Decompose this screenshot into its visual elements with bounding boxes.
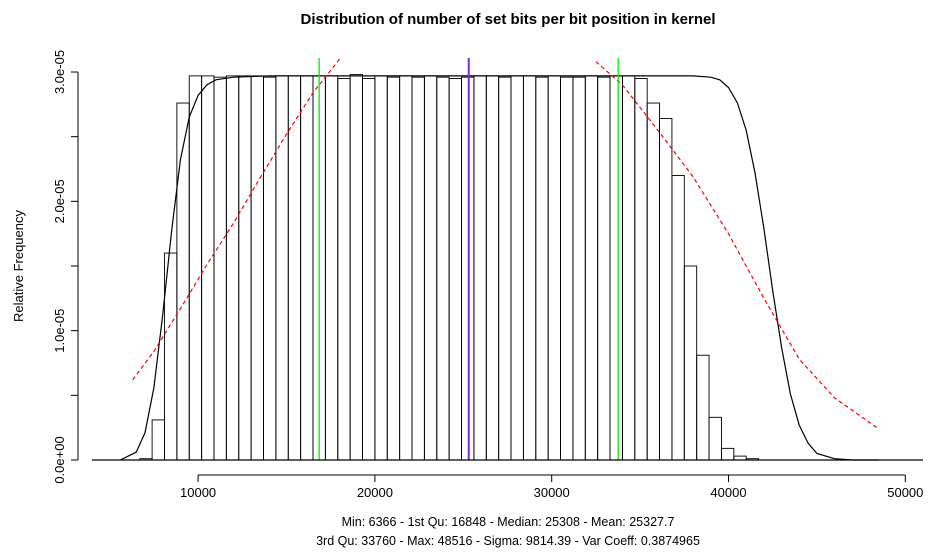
chart-title: Distribution of number of set bits per b… [300, 11, 715, 28]
histogram-bar [485, 75, 500, 461]
y-axis-title: Relative Frequency [11, 210, 26, 322]
histogram-bar [423, 75, 438, 461]
x-tick-label: 10000 [180, 485, 216, 500]
y-tick-label: 2.0e-05 [52, 179, 67, 223]
histogram-bar [659, 118, 673, 461]
histogram-bar [176, 102, 190, 461]
histogram-bar [609, 75, 623, 461]
y-axis: 0.0e+00 1.0e-05 2.0e-05 3.0e-05 [52, 50, 923, 484]
histogram-bar [708, 416, 722, 461]
histogram-bar [547, 75, 561, 461]
x-axis: 10000 20000 30000 40000 50000 [180, 474, 923, 500]
x-tick-label: 50000 [887, 485, 923, 500]
histogram-bar [696, 354, 710, 461]
x-tick-label: 20000 [357, 485, 393, 500]
histogram-bar [572, 76, 586, 461]
histogram-bar [188, 75, 203, 461]
histogram-bar [522, 75, 537, 461]
histogram-bar [473, 75, 487, 461]
normal-fit-curve [132, 58, 340, 381]
histogram-bar [510, 75, 524, 461]
y-tick-label: 1.0e-05 [52, 309, 67, 353]
histogram-bar [411, 76, 425, 461]
histogram-bar [238, 75, 252, 461]
histogram-bar [151, 419, 165, 461]
histogram-bar [535, 76, 549, 461]
histogram-bar [671, 175, 685, 461]
histogram-bar [374, 75, 388, 461]
histogram-bar [263, 76, 277, 461]
normal-fit-curve [595, 61, 880, 430]
histogram-bar [349, 74, 363, 461]
histogram-bar [213, 76, 227, 461]
y-tick-label: 3.0e-05 [52, 50, 67, 94]
stats-line-2: 3rd Qu: 33760 - Max: 48516 - Sigma: 9814… [316, 534, 700, 548]
histogram-bar [225, 75, 240, 461]
histogram-bar [646, 102, 661, 461]
x-tick-label: 30000 [534, 485, 570, 500]
histogram-bar [584, 75, 599, 461]
histogram-bar [560, 76, 574, 461]
histogram-bar [720, 447, 735, 461]
histogram-bar [634, 78, 648, 461]
density-curve [120, 75, 879, 461]
histogram-bars [139, 74, 760, 461]
normal-fit-curves [132, 58, 880, 430]
histogram-bar [287, 75, 302, 461]
histogram-bar [250, 75, 264, 461]
histogram-bar [597, 76, 611, 461]
histogram-bar [300, 75, 314, 461]
histogram-bar [461, 76, 475, 461]
histogram-bar [386, 76, 401, 461]
histogram-bar [362, 78, 376, 461]
histogram-bar [337, 78, 351, 461]
histogram-bar [201, 75, 215, 461]
histogram-bar [399, 75, 413, 461]
stats-line-1: Min: 6366 - 1st Qu: 16848 - Median: 2530… [342, 515, 675, 529]
histogram-bar [498, 76, 512, 461]
x-tick-label: 40000 [710, 485, 746, 500]
histogram-bar [621, 75, 636, 461]
quartile-lines [318, 58, 619, 460]
y-tick-label: 0.0e+00 [52, 436, 67, 483]
histogram-bar [683, 265, 698, 461]
histogram-bar [324, 75, 339, 461]
histogram-bar [448, 78, 462, 461]
histogram-bar [436, 76, 450, 461]
